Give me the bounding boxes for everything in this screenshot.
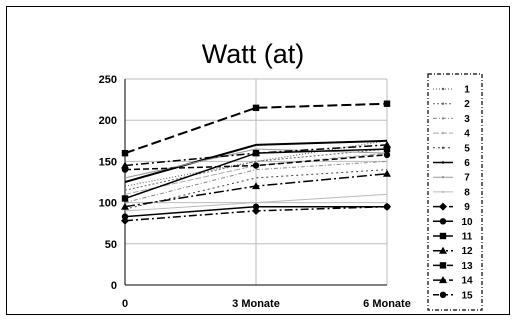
legend-marker-9 — [439, 202, 447, 211]
y-tick-label: 50 — [105, 239, 117, 251]
data-point-15 — [252, 162, 260, 169]
data-point-14 — [121, 161, 129, 169]
legend-marker-7 — [441, 176, 445, 179]
legend-label-7: 7 — [464, 173, 470, 184]
legend-marker-8 — [441, 190, 445, 194]
legend-label-10: 10 — [461, 217, 473, 228]
legend-marker-3 — [441, 117, 445, 120]
y-axis-ticks: 0 50 100 150 200 250 — [99, 74, 117, 292]
legend-label-14: 14 — [461, 276, 473, 287]
legend-label-11: 11 — [462, 232, 473, 243]
legend-label-1: 1 — [464, 85, 470, 96]
data-point-10 — [383, 203, 391, 210]
data-point-14 — [252, 149, 260, 157]
legend-label-6: 6 — [464, 158, 470, 169]
data-point-13 — [383, 100, 391, 107]
data-point-13 — [252, 104, 260, 112]
y-tick-label: 200 — [99, 115, 117, 127]
data-point-10 — [252, 203, 260, 210]
series-line-4 — [124, 152, 388, 195]
legend-marker-5 — [441, 146, 445, 149]
legend-label-4: 4 — [464, 129, 470, 140]
series-line-2 — [124, 148, 388, 191]
x-tick-label: 6 Monate — [363, 298, 411, 310]
series-lines — [121, 100, 391, 225]
line-chart: Watt (at) 0 50 100 150 200 250 0 3 Monate 6 Mon… — [99, 39, 483, 311]
legend-marker-4 — [441, 131, 445, 135]
legend-marker-13 — [439, 262, 447, 269]
legend-marker-10 — [439, 218, 447, 225]
legend-label-8: 8 — [464, 187, 470, 198]
series-line-3 — [124, 160, 388, 204]
y-tick-label: 100 — [99, 198, 117, 210]
legend-marker-1 — [441, 87, 445, 91]
legend-marker-14 — [439, 276, 447, 284]
x-axis-ticks: 0 3 Monate 6 Monate — [122, 298, 411, 310]
x-tick-label: 0 — [122, 298, 128, 310]
data-point-12 — [252, 182, 260, 190]
data-point-15 — [121, 166, 129, 173]
series-line-7 — [124, 148, 388, 179]
chart-title: Watt (at) — [202, 39, 305, 69]
legend-marker-12 — [439, 246, 447, 254]
legend-label-12: 12 — [461, 246, 473, 257]
data-point-12 — [121, 202, 129, 210]
series-line-13 — [124, 102, 388, 155]
x-tick-label: 3 Monate — [232, 298, 280, 310]
data-point-11 — [383, 145, 391, 153]
y-tick-label: 150 — [99, 156, 117, 168]
series-line-6 — [124, 139, 388, 183]
legend-label-15: 15 — [461, 290, 473, 301]
legend-marker-11 — [439, 232, 447, 240]
chart-frame: Watt (at) 0 50 100 150 200 250 0 3 Monate 6 Mon… — [6, 6, 510, 315]
data-point-15 — [383, 151, 391, 159]
legend-label-3: 3 — [464, 114, 470, 125]
y-tick-label: 250 — [99, 74, 117, 86]
legend-label-9: 9 — [464, 202, 470, 213]
data-point-13 — [121, 149, 129, 157]
legend-marker-15 — [439, 291, 447, 298]
legend-marker-6 — [441, 161, 445, 164]
legend-label-5: 5 — [464, 143, 470, 154]
data-point-12 — [383, 169, 391, 177]
series-line-8 — [124, 193, 388, 212]
legend-label-2: 2 — [464, 99, 470, 110]
legend-marker-2 — [441, 102, 445, 105]
legend-label-13: 13 — [461, 261, 473, 272]
data-point-10 — [121, 213, 129, 220]
data-point-14 — [383, 140, 391, 148]
y-tick-label: 0 — [111, 280, 117, 292]
data-point-11 — [121, 195, 129, 202]
